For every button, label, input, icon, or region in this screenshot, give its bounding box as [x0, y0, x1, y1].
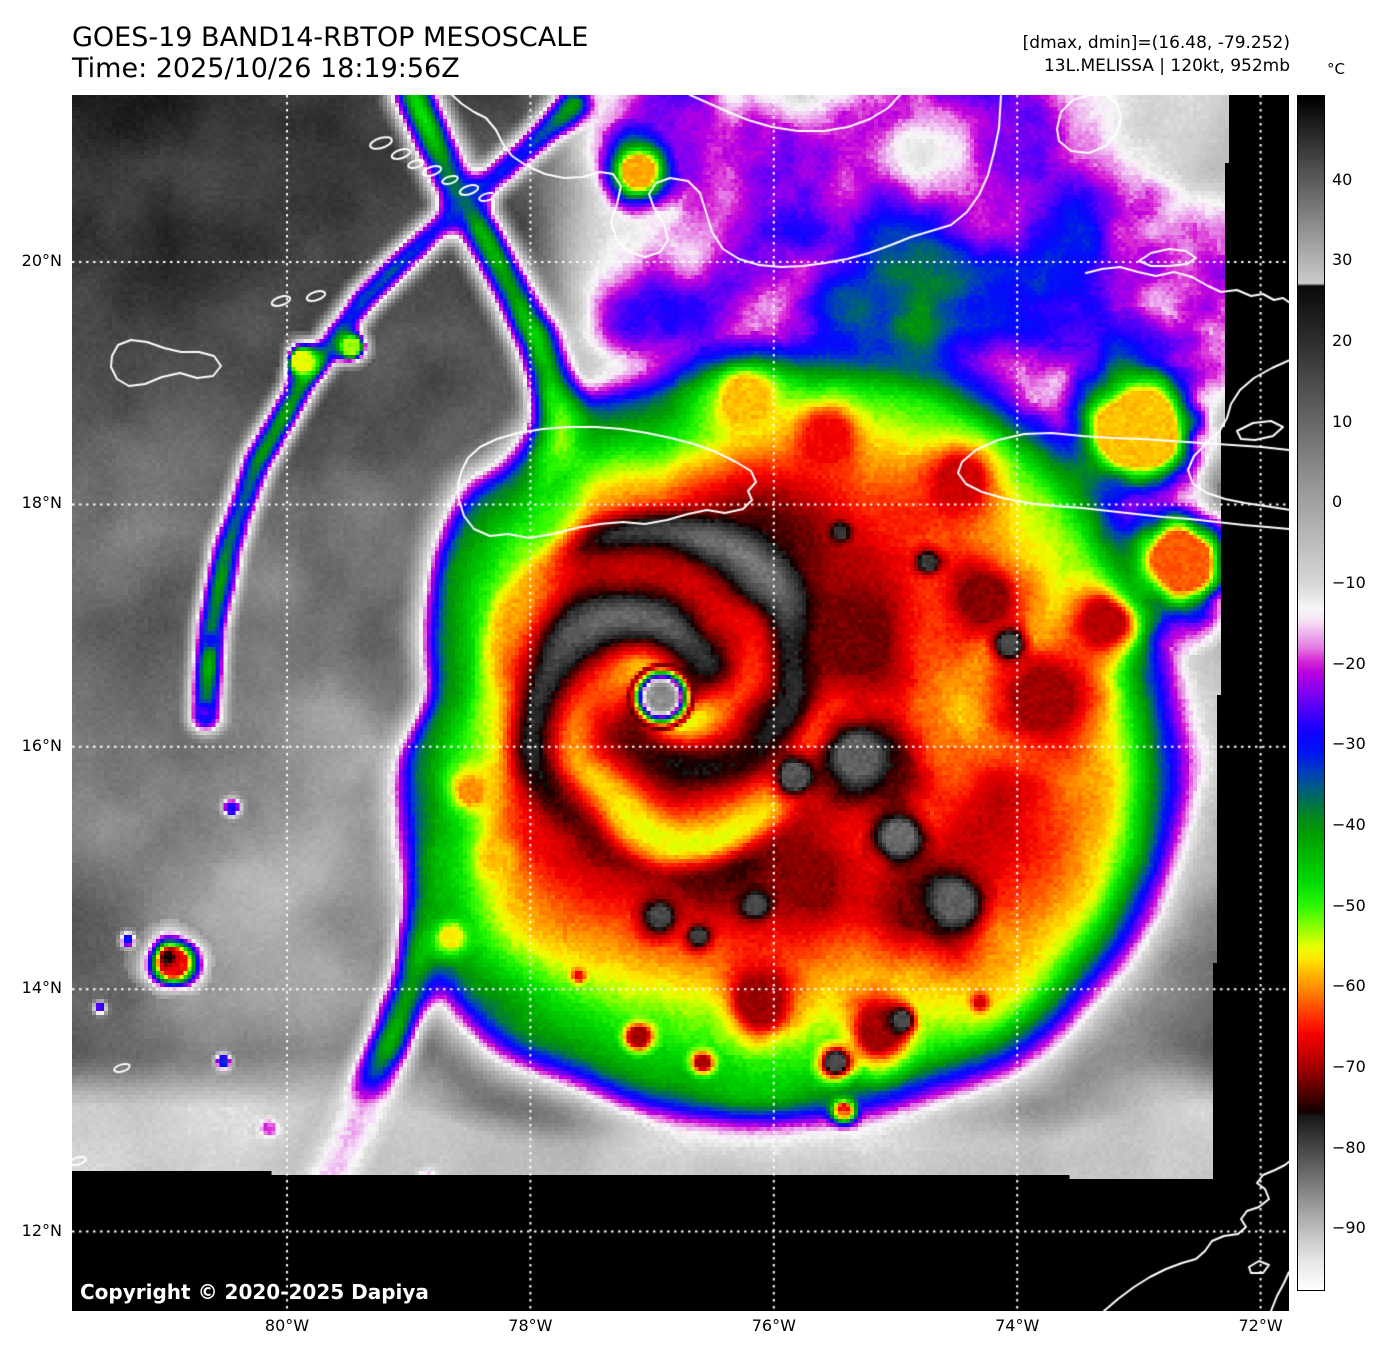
colorbar-tick-label: −50 — [1332, 895, 1366, 915]
colorbar-tick-label: −10 — [1332, 573, 1366, 593]
lat-tick-label: 20°N — [21, 251, 62, 270]
colorbar-tick-label: 40 — [1332, 169, 1353, 189]
colorbar-tick-label: −70 — [1332, 1057, 1366, 1077]
colorbar-tick-label: −80 — [1332, 1137, 1366, 1157]
lon-tick-label: 78°W — [508, 1316, 553, 1335]
lat-tick-label: 12°N — [21, 1220, 62, 1240]
colorbar-tick-label: −40 — [1332, 815, 1366, 835]
satellite-map — [72, 95, 1289, 1311]
map-overlay-canvas — [72, 95, 1289, 1311]
colorbar-tick-label: −90 — [1332, 1218, 1366, 1238]
data-range-annotation: [dmax, dmin]=(16.48, -79.252) — [1022, 33, 1290, 53]
lat-tick-label: 18°N — [21, 493, 62, 513]
storm-info-annotation: 13L.MELISSA | 120kt, 952mb — [1043, 56, 1290, 76]
colorbar-gradient — [1297, 95, 1325, 1291]
lat-tick-label: 16°N — [21, 735, 62, 755]
colorbar-tick-label: 30 — [1332, 250, 1353, 270]
title-block: GOES-19 BAND14-RBTOP MESOSCALE Time: 202… — [72, 22, 588, 84]
colorbar-tick-label: 20 — [1332, 331, 1353, 351]
lon-tick-label: 74°W — [995, 1316, 1040, 1335]
colorbar-tick-label: 10 — [1332, 411, 1353, 431]
timestamp: Time: 2025/10/26 18:19:56Z — [72, 53, 460, 84]
lat-tick-label: 14°N — [21, 978, 62, 998]
colorbar-tick-label: −30 — [1332, 734, 1366, 754]
copyright-watermark: Copyright © 2020-2025 Dapiya — [80, 1280, 429, 1304]
product-title: GOES-19 BAND14-RBTOP MESOSCALE — [72, 22, 589, 53]
colorbar-tick-label: −60 — [1332, 976, 1366, 996]
colorbar-unit-label: °C — [1327, 60, 1345, 78]
annotation-block: [dmax, dmin]=(16.48, -79.252) 13L.MELISS… — [1023, 32, 1290, 78]
lon-tick-label: 76°W — [751, 1316, 796, 1335]
lon-tick-label: 72°W — [1238, 1316, 1283, 1335]
colorbar-tick-label: −20 — [1332, 653, 1366, 673]
colorbar-tick-label: 0 — [1332, 492, 1343, 512]
lon-tick-label: 80°W — [264, 1316, 310, 1335]
